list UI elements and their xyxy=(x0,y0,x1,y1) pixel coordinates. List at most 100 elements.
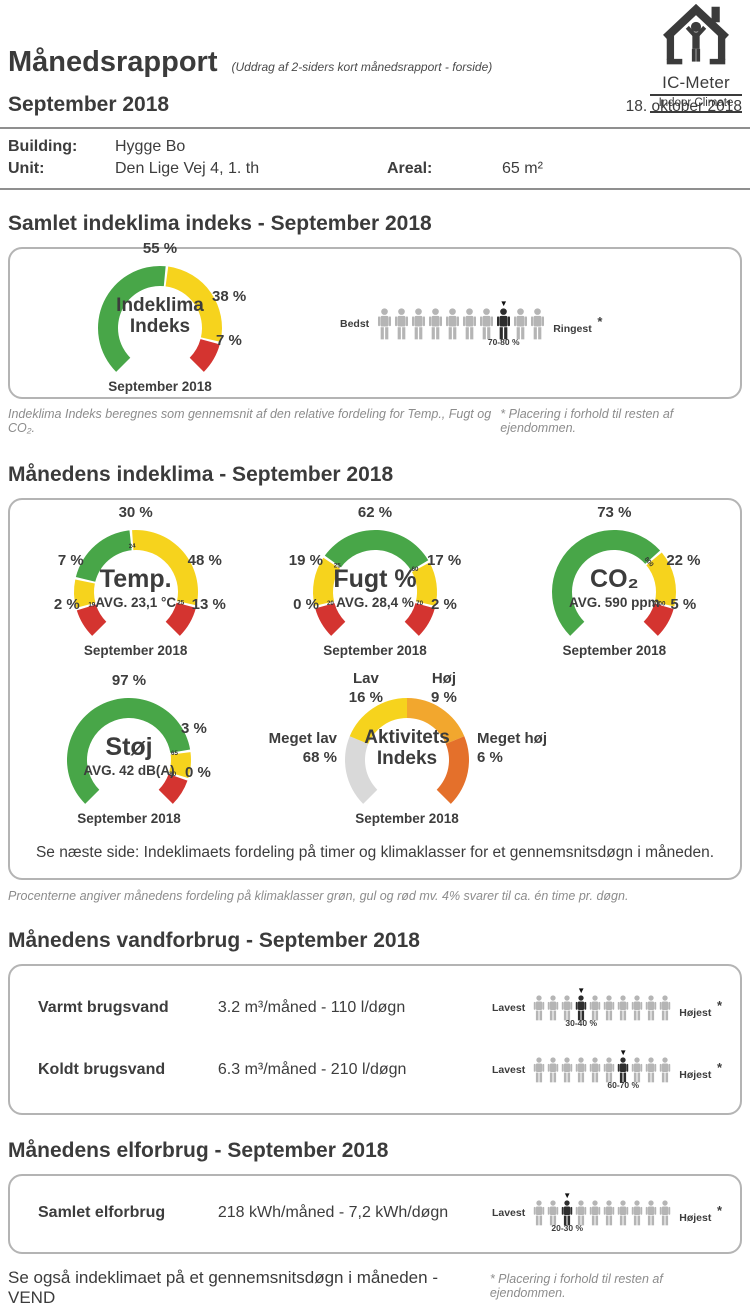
gauge-percent-label: 48 % xyxy=(187,552,222,569)
stoj-gauge: 65 80 Støj AVG. 42 dB(A) September 2018 97 % 3… xyxy=(16,672,242,838)
person-icon xyxy=(534,1200,545,1226)
gauge-percent-label: 0 % xyxy=(185,764,211,781)
gauge-percent-label: 73 % xyxy=(597,504,632,521)
gauge-period-label: September 2018 xyxy=(83,643,188,658)
person-icon-wrap xyxy=(617,995,629,1021)
gauge-title: Indeklima Indeks xyxy=(116,295,204,337)
person-icon-wrap xyxy=(547,995,559,1021)
person-icon xyxy=(646,995,657,1021)
gauge-percent-label: Lav 16 % xyxy=(348,670,383,706)
person-icon xyxy=(562,1057,573,1083)
ranking-marker-icon: ▼ xyxy=(563,1191,572,1200)
gauge-title: Aktivitets Indeks xyxy=(364,727,450,769)
person-icon-wrap xyxy=(479,308,494,340)
gauge-threshold-label: 65 xyxy=(171,750,178,757)
varmt-brugsvand-ranking: Lavest ▼ 30-40 % Højest * xyxy=(491,987,722,1028)
unit-value: Den Lige Vej 4, 1. th xyxy=(115,160,260,177)
person-icon-wrap xyxy=(428,308,443,340)
person-icon-wrap xyxy=(411,308,426,340)
gauge-segment-green xyxy=(98,266,166,372)
person-icon-wrap xyxy=(575,1057,587,1083)
gauge-percent-label: Meget høj 6 % xyxy=(477,730,547,766)
person-icon-wrap xyxy=(530,308,545,340)
person-icon-wrap xyxy=(659,1057,671,1083)
gauge-segment-yellow xyxy=(169,752,191,779)
gauge-segment-red xyxy=(189,339,220,372)
person-icon-wrap xyxy=(533,1057,545,1083)
gauge-segment-red xyxy=(165,602,196,636)
varmt-brugsvand-row: Varmt brugsvand 3.2 m³/måned - 110 l/døg… xyxy=(10,977,722,1039)
gauge-threshold-label: 25 xyxy=(334,562,341,569)
gauge-arc: 65 80 xyxy=(66,698,191,804)
fugt-gauge: 20 25 60 70 Fugt % AVG. 28,4 % September 2018 6… xyxy=(255,504,494,670)
person-icon xyxy=(548,1057,559,1083)
ranking-asterisk: * xyxy=(713,1202,722,1218)
report-page: IC-Meter Indoor Climate Månedsrapport (U… xyxy=(0,3,750,1307)
gauge-title: Temp. xyxy=(99,565,172,593)
person-icon xyxy=(576,995,587,1021)
person-icon-wrap xyxy=(617,1200,629,1226)
areal-label: Areal: xyxy=(387,160,433,177)
gauge-segment-green xyxy=(324,530,429,571)
gauge-segment-red xyxy=(404,603,435,636)
gauge-segment-red xyxy=(76,604,106,636)
logo-person-head xyxy=(690,21,702,32)
person-icon xyxy=(463,308,477,340)
person-icon-wrap xyxy=(445,308,460,340)
person-icon-wrap xyxy=(589,1057,601,1083)
person-icon xyxy=(446,308,460,340)
gauge-period-label: September 2018 xyxy=(562,643,667,658)
co2-gauge: 800 1000 CO₂ AVG. 590 ppm September 2018 73 %… xyxy=(495,504,734,670)
section-heading-indeklima-indeks: Samlet indeklima indeks - September 2018 xyxy=(8,212,432,235)
gauge-average-value: AVG. 42 dB(A) xyxy=(83,763,175,778)
gauge-threshold-label: 19 xyxy=(88,601,95,608)
indeklima-indeks-panel: Indeklima Indeks September 2018 55 % 38 % 7 … xyxy=(8,240,742,399)
person-icon xyxy=(632,1200,643,1226)
person-icon xyxy=(632,1057,643,1083)
person-icon xyxy=(660,1057,671,1083)
indeklima-ranking: Bedst ▼ 70-80 % Ringest * xyxy=(340,300,602,347)
gauge-title: Fugt % xyxy=(333,565,417,593)
gauge-percent-label: 17 % xyxy=(426,552,462,569)
page-footer: Se også indeklimaet på et gennemsnitsdøg… xyxy=(8,1268,742,1308)
gauge-segment-amber xyxy=(407,698,465,744)
gauge-title: CO₂ xyxy=(590,565,639,593)
person-icon-wrap xyxy=(561,1057,573,1083)
person-icon xyxy=(412,308,426,340)
indeklima-indeks-gauge: Indeklima Indeks September 2018 55 % 38 % 7 … xyxy=(24,240,296,406)
person-icon-wrap xyxy=(394,308,409,340)
person-icon-wrap xyxy=(533,995,545,1021)
gauge-percent-label: 55 % xyxy=(142,240,178,257)
aktivitets-indeks-gauge: Aktivitets Indeks September 2018 Lav 16 % H… xyxy=(242,670,572,838)
person-icon xyxy=(590,1057,601,1083)
ranking-icons: ▼ 20-30 % xyxy=(533,1192,671,1232)
section-heading-vandforbrug: Månedens vandforbrug - September 2018 xyxy=(8,929,420,952)
maanedens-indeklima-panel: 19 24 25 Temp. AVG. 23,1 °C September 2018 30 … xyxy=(8,498,742,880)
ic-meter-logo: IC-Meter Indoor Climate xyxy=(650,3,742,113)
ranking-asterisk: * xyxy=(713,1059,722,1075)
ranking-left-label: Lavest xyxy=(491,1002,526,1014)
row-value: 218 kWh/måned - 7,2 kWh/døgn xyxy=(217,1204,449,1221)
gauge-period-label: September 2018 xyxy=(77,811,181,826)
person-icon-wrap xyxy=(645,995,657,1021)
ranking-marker-icon: ▼ xyxy=(577,986,586,995)
klimaklasser-footnote: Procenterne angiver månedens fordeling p… xyxy=(8,889,629,903)
gauge-segment-orange xyxy=(436,736,469,804)
person-icon xyxy=(480,308,494,340)
person-icon xyxy=(562,995,573,1021)
ranking-right-label: Højest * xyxy=(679,1202,722,1224)
gauge-average-value: AVG. 590 ppm xyxy=(569,595,660,610)
koldt-brugsvand-row: Koldt brugsvand 6.3 m³/måned - 210 l/døg… xyxy=(10,1039,722,1101)
ranking-marker-icon: ▼ xyxy=(619,1048,628,1057)
row-label: Koldt brugsvand xyxy=(38,1061,166,1078)
row-value: 6.3 m³/måned - 210 l/døgn xyxy=(217,1061,407,1078)
person-icon xyxy=(646,1057,657,1083)
gauge-title: Støj xyxy=(105,733,153,761)
person-icon xyxy=(497,308,511,340)
gauge-arc xyxy=(98,266,222,372)
person-icon-wrap xyxy=(659,1200,671,1226)
person-icon xyxy=(576,1057,587,1083)
temp-gauge: 19 24 25 Temp. AVG. 23,1 °C September 2018 30 … xyxy=(16,504,255,670)
gauge-segment-green xyxy=(75,530,132,582)
koldt-brugsvand-ranking: Lavest ▼ 60-70 % Højest * xyxy=(492,1049,722,1090)
